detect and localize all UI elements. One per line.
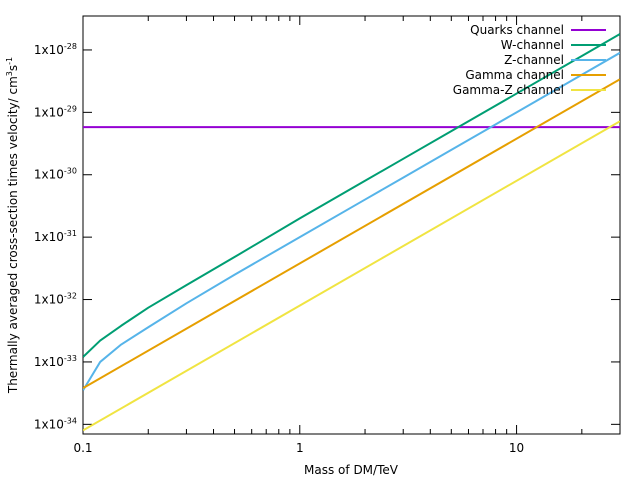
- y-tick-base: 1x10: [34, 105, 64, 119]
- x-tick-label: 10: [509, 441, 524, 455]
- y-tick-exponent: -30: [64, 167, 77, 176]
- legend-label: Gamma-Z channel: [453, 83, 564, 97]
- y-axis-label-main: Thermally averaged cross-section times v…: [6, 76, 20, 394]
- legend-label: Gamma channel: [465, 68, 564, 82]
- y-tick-base: 1x10: [34, 168, 64, 182]
- y-tick-exponent: -34: [64, 416, 77, 425]
- legend-label: W-channel: [501, 38, 564, 52]
- y-tick-base: 1x10: [34, 355, 64, 369]
- y-tick-base: 1x10: [34, 417, 64, 431]
- y-tick-exponent: -28: [64, 42, 77, 51]
- legend-label: Z-channel: [504, 53, 564, 67]
- x-tick-label: 1: [296, 441, 304, 455]
- y-tick-label: 1x10-31: [34, 229, 77, 244]
- series-line-4: [83, 78, 620, 390]
- y-tick-label: 1x10-33: [34, 354, 77, 369]
- y-tick-label: 1x10-34: [34, 416, 77, 431]
- y-tick-label: 1x10-28: [34, 42, 77, 57]
- y-axis-label-sup2: -1: [5, 57, 14, 65]
- x-tick-label: 0.1: [73, 441, 92, 455]
- y-tick-label: 1x10-29: [34, 104, 77, 119]
- series-line-2: [83, 33, 620, 358]
- y-tick-base: 1x10: [34, 43, 64, 57]
- y-tick-exponent: -32: [64, 292, 77, 301]
- y-tick-label: 1x10-32: [34, 292, 77, 307]
- y-axis-label: Thermally averaged cross-section times v…: [5, 57, 20, 394]
- y-tick-label: 1x10-30: [34, 167, 77, 182]
- series-lines: [83, 33, 620, 432]
- x-axis-label: Mass of DM/TeV: [304, 463, 399, 477]
- y-axis-label-sup1: 3: [5, 71, 14, 76]
- series-line-5: [83, 120, 620, 432]
- series-line-3: [83, 51, 620, 391]
- y-tick-base: 1x10: [34, 293, 64, 307]
- legend-label: Quarks channel: [470, 23, 564, 37]
- y-tick-exponent: -31: [64, 229, 77, 238]
- y-tick-exponent: -29: [64, 104, 77, 113]
- axis-ticks: 0.1 1 101x10-341x10-331x10-321x10-311x10-3…: [34, 16, 620, 455]
- y-tick-base: 1x10: [34, 230, 64, 244]
- y-axis-label-mid: s: [6, 65, 20, 71]
- y-tick-exponent: -33: [64, 354, 77, 363]
